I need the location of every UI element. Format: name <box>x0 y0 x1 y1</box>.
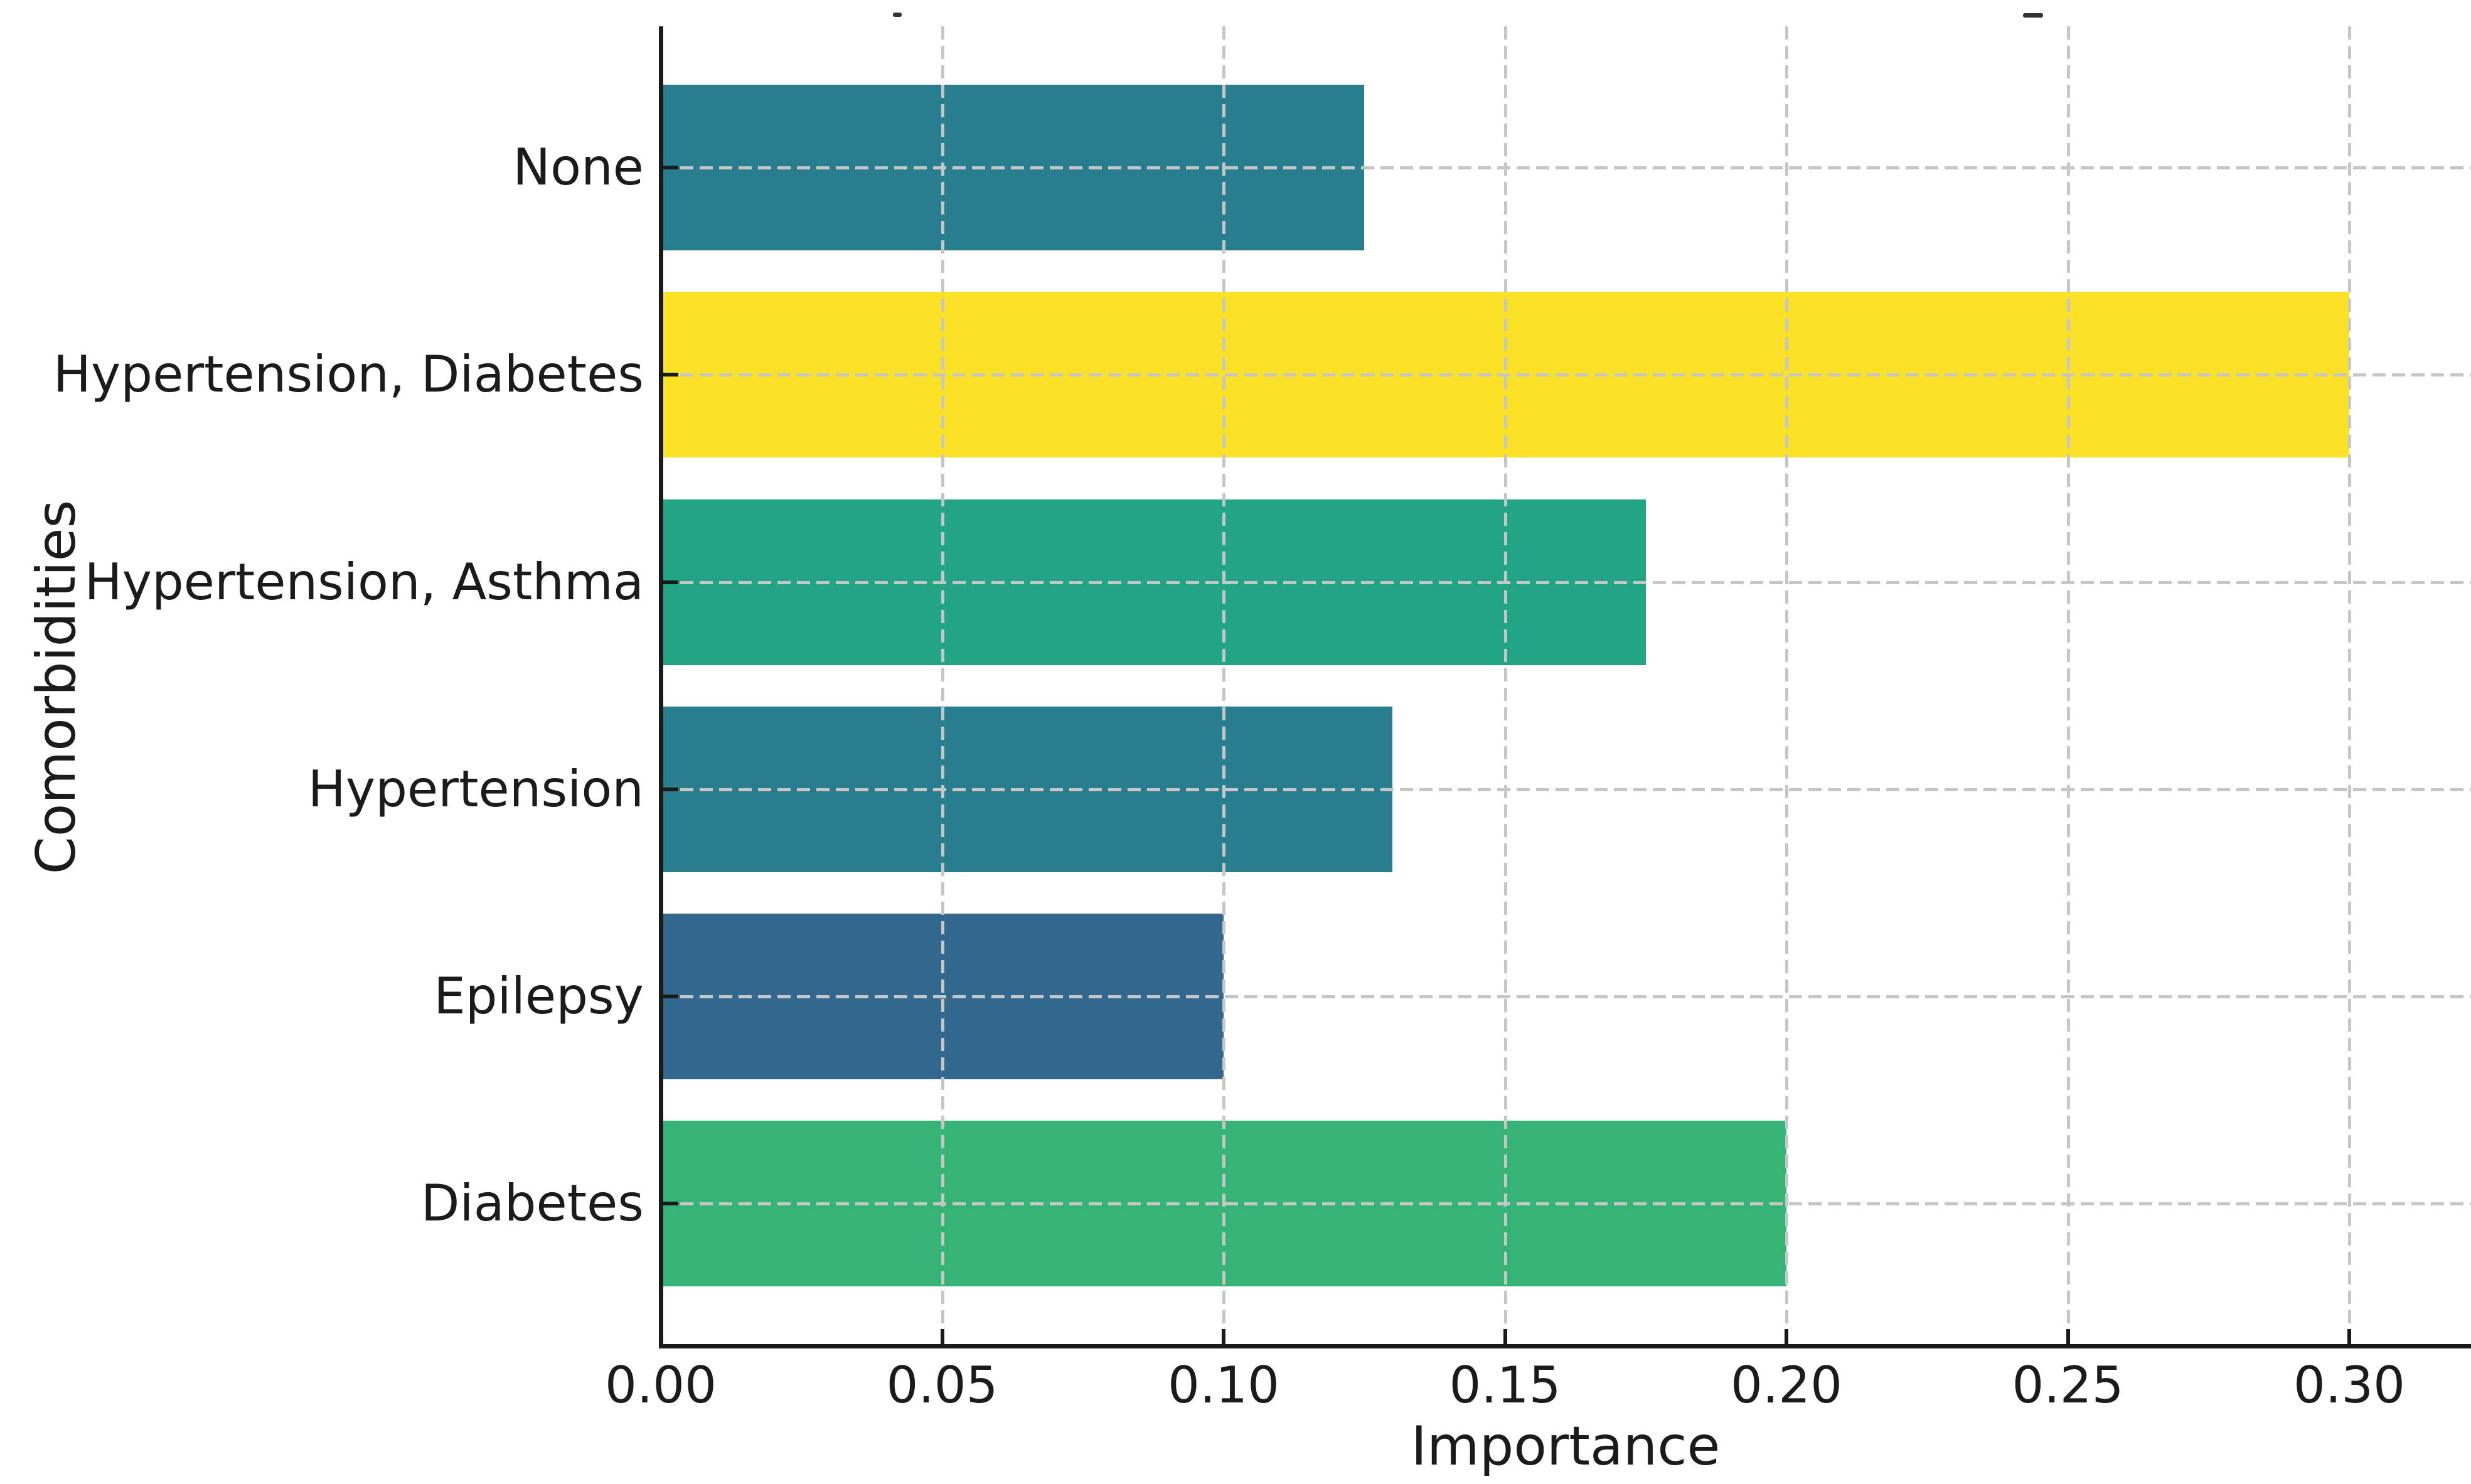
y-tick-label: Hypertension <box>307 760 644 818</box>
gridline-vertical <box>1785 26 1788 1344</box>
x-axis-tick <box>1503 1329 1507 1344</box>
y-axis-spine <box>659 26 663 1348</box>
x-tick-label: 0.20 <box>1730 1356 1843 1414</box>
x-tick-label: 0.00 <box>604 1356 717 1414</box>
x-axis-tick <box>1785 1329 1788 1344</box>
y-tick-label: Epilepsy <box>434 967 644 1025</box>
gridline-horizontal <box>661 373 2471 376</box>
x-axis-tick <box>2347 1329 2351 1344</box>
y-axis-title: Comorbidities <box>25 499 88 875</box>
x-tick-label: 0.15 <box>1449 1356 1561 1414</box>
gridline-vertical <box>1503 26 1507 1344</box>
gridline-horizontal <box>661 1202 2471 1205</box>
gridline-vertical <box>1222 26 1225 1344</box>
cropped-title-fragment <box>893 13 902 17</box>
x-tick-label: 0.05 <box>886 1356 998 1414</box>
gridline-horizontal <box>661 788 2471 791</box>
x-axis-spine <box>659 1344 2471 1348</box>
gridline-vertical <box>2066 26 2070 1344</box>
gridline-vertical <box>2348 26 2351 1344</box>
y-tick-label: None <box>513 138 644 196</box>
x-tick-label: 0.10 <box>1167 1356 1280 1414</box>
y-axis-tick <box>663 580 678 584</box>
y-tick-label: Hypertension, Diabetes <box>53 345 644 403</box>
x-axis-title: Importance <box>1411 1415 1721 1478</box>
gridline-horizontal <box>661 581 2471 584</box>
y-tick-label: Diabetes <box>420 1174 644 1232</box>
y-axis-tick <box>663 787 678 791</box>
gridline-vertical <box>941 26 944 1344</box>
y-axis-tick <box>663 995 678 998</box>
x-axis-tick <box>659 1329 663 1344</box>
x-axis-tick <box>940 1329 944 1344</box>
y-tick-label: Hypertension, Asthma <box>84 553 644 611</box>
x-axis-tick <box>2066 1329 2070 1344</box>
y-axis-tick <box>663 373 678 376</box>
x-tick-label: 0.30 <box>2293 1356 2406 1414</box>
gridline-horizontal <box>661 166 2471 169</box>
y-axis-tick <box>663 1202 678 1205</box>
y-axis-tick <box>663 166 678 169</box>
x-tick-label: 0.25 <box>2012 1356 2124 1414</box>
cropped-title-fragment <box>2023 13 2043 18</box>
x-axis-tick <box>1222 1329 1225 1344</box>
gridline-horizontal <box>661 995 2471 998</box>
